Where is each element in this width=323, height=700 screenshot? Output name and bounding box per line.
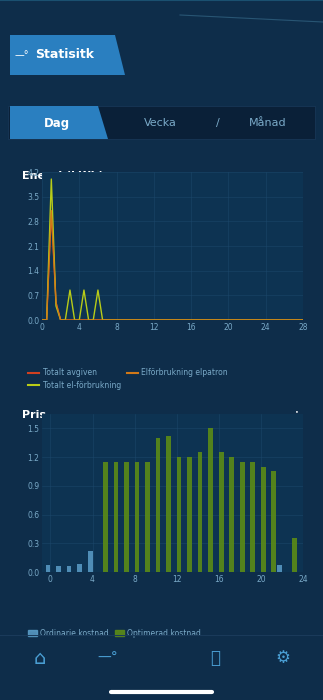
Text: —°: —° [15, 50, 29, 60]
Bar [261, 467, 266, 572]
Bar [292, 538, 297, 572]
Bar [187, 457, 192, 572]
Bar [277, 566, 282, 572]
Bar [145, 462, 150, 572]
Bar [198, 452, 203, 572]
Legend: Ordinarie kostnad, Optimerad kostnad: Ordinarie kostnad, Optimerad kostnad [25, 626, 204, 641]
Text: /: / [216, 118, 220, 128]
Bar [219, 452, 224, 572]
Text: Pris: Pris [22, 410, 46, 419]
Bar [156, 438, 161, 572]
Bar [114, 462, 118, 572]
Bar [135, 462, 139, 572]
Bar [166, 436, 171, 572]
Text: Månad: Månad [249, 118, 287, 128]
Bar [77, 564, 82, 572]
Polygon shape [10, 35, 125, 75]
Bar [208, 428, 213, 572]
Bar [103, 462, 108, 572]
Text: ⋮: ⋮ [290, 171, 304, 185]
Bar [8, 106, 315, 139]
Text: Dag: Dag [44, 116, 70, 130]
Text: Vecka: Vecka [143, 118, 176, 128]
Bar [250, 462, 255, 572]
Text: Statisitk: Statisitk [36, 48, 95, 62]
Bar [271, 472, 276, 572]
Text: —°: —° [98, 651, 118, 665]
Text: ⋮: ⋮ [290, 410, 304, 424]
Text: ⚙: ⚙ [276, 649, 290, 667]
Text: Energi (kWh): Energi (kWh) [22, 171, 104, 181]
Bar [88, 551, 92, 572]
Bar [229, 457, 234, 572]
Bar [177, 457, 182, 572]
Bar [240, 462, 245, 572]
Text: ⌂: ⌂ [34, 648, 46, 668]
Bar [46, 566, 50, 572]
Bar [56, 566, 61, 572]
Legend: Totalt avgiven, Totalt el-förbrukning, Elförbrukning elpatron: Totalt avgiven, Totalt el-förbrukning, E… [25, 365, 231, 393]
Bar [67, 566, 71, 572]
Polygon shape [10, 106, 108, 139]
Text: ⓘ: ⓘ [210, 649, 220, 667]
Bar [124, 462, 129, 572]
